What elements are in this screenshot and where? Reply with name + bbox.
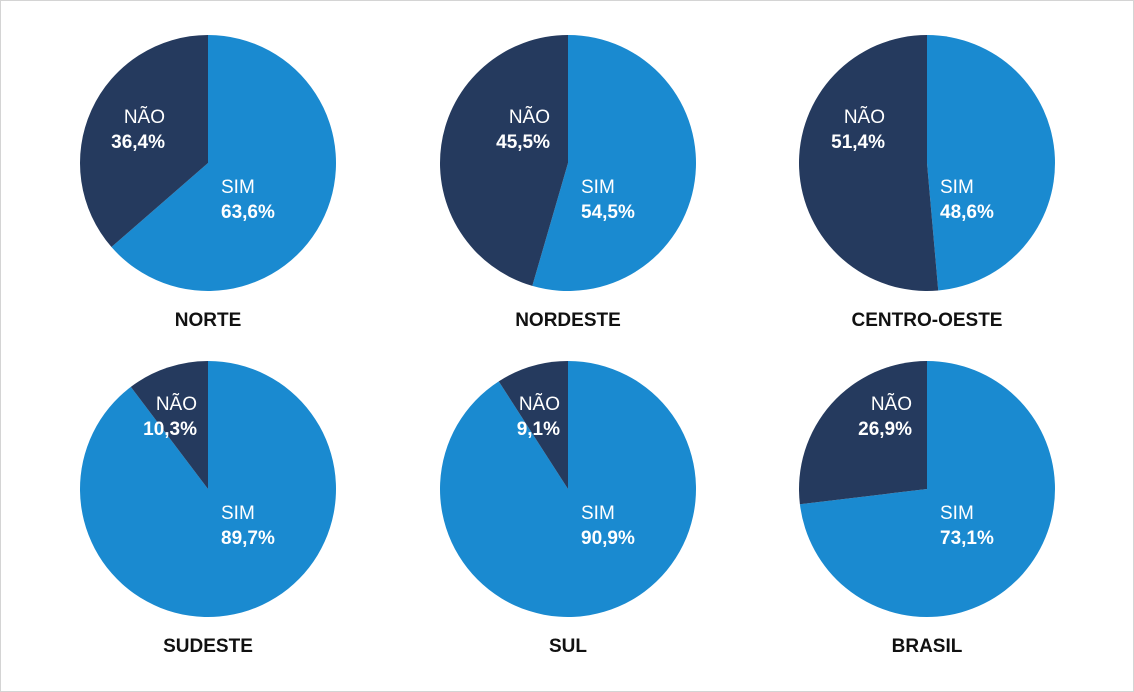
- pie-title: NORDESTE: [515, 310, 621, 331]
- pie-title: SUL: [549, 636, 587, 657]
- pie-slice: [927, 35, 1055, 291]
- slice-value: 26,9%: [858, 419, 912, 440]
- slice-value: 9,1%: [517, 419, 560, 440]
- slice-value: 51,4%: [831, 132, 885, 153]
- slice-value: 90,9%: [581, 528, 635, 549]
- slice-value: 10,3%: [143, 419, 197, 440]
- pie-slice: [439, 35, 568, 286]
- slice-category: NÃO: [871, 393, 912, 415]
- slice-value: 48,6%: [940, 202, 994, 223]
- pie-title: NORTE: [175, 310, 242, 331]
- slice-category: NÃO: [509, 106, 550, 128]
- slice-category: SIM: [221, 503, 255, 524]
- slice-category: SIM: [581, 177, 615, 198]
- pie-slice: [799, 361, 1055, 617]
- slice-value: 36,4%: [111, 132, 165, 153]
- pie-title: SUDESTE: [163, 636, 253, 657]
- slice-value: 73,1%: [940, 528, 994, 549]
- pie-slice: [799, 35, 939, 291]
- slice-category: NÃO: [844, 106, 885, 128]
- slice-category: SIM: [940, 503, 974, 524]
- pie-slice: [798, 361, 927, 505]
- pie-slice: [111, 35, 336, 291]
- slice-value: 63,6%: [221, 202, 275, 223]
- slice-category: SIM: [221, 177, 255, 198]
- slice-category: NÃO: [124, 106, 165, 128]
- slice-category: SIM: [581, 503, 615, 524]
- slice-value: 89,7%: [221, 528, 275, 549]
- pie-slice: [130, 361, 208, 489]
- slice-value: 45,5%: [496, 132, 550, 153]
- slice-category: NÃO: [156, 393, 197, 415]
- slice-category: NÃO: [519, 393, 560, 415]
- slice-category: SIM: [940, 177, 974, 198]
- pie-slice: [498, 361, 568, 489]
- pie-title: BRASIL: [892, 636, 963, 657]
- pie-title: CENTRO-OESTE: [852, 310, 1003, 331]
- pie-slice: [532, 35, 696, 291]
- slice-value: 54,5%: [581, 202, 635, 223]
- pie-slice: [79, 35, 208, 248]
